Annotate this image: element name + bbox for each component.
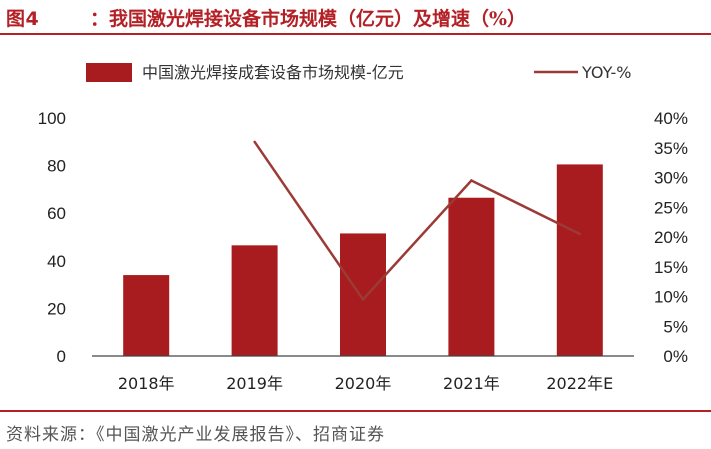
right-axis-tick: 15% xyxy=(654,258,688,277)
left-axis-tick: 100 xyxy=(38,109,66,128)
right-axis-tick: 30% xyxy=(654,169,688,188)
left-axis-tick: 40 xyxy=(47,252,66,271)
right-axis-tick: 25% xyxy=(654,198,688,217)
right-axis-tick: 5% xyxy=(663,317,688,336)
bar-2020年 xyxy=(340,233,386,356)
bar-2019年 xyxy=(231,245,278,356)
figure-header: 图4 ：我国激光焊接设备市场规模（亿元）及增速（%） xyxy=(0,0,711,35)
left-axis-tick: 0 xyxy=(57,347,66,366)
yoy-point xyxy=(361,298,365,301)
source-note: 资料来源：《中国激光产业发展报告》、招商证券 xyxy=(6,425,385,445)
left-axis-tick: 20 xyxy=(47,299,66,318)
bar-2022年E xyxy=(556,164,603,356)
legend-swatch-bar xyxy=(86,63,132,82)
right-axis-tick: 10% xyxy=(654,288,688,307)
right-axis-tick: 35% xyxy=(654,139,688,158)
category-label: 2020年 xyxy=(335,374,392,393)
right-axis-tick: 40% xyxy=(654,109,688,128)
figure-title: ：我国激光焊接设备市场规模（亿元）及增速（%） xyxy=(90,8,527,30)
legend-label-bar: 中国激光焊接成套设备市场规模-亿元 xyxy=(142,63,404,82)
category-label: 2021年 xyxy=(443,374,500,393)
category-label: 2022年E xyxy=(546,374,613,393)
figure-footer: 资料来源：《中国激光产业发展报告》、招商证券 xyxy=(0,410,711,449)
yoy-line xyxy=(253,141,581,302)
figure-label: 图4 xyxy=(6,8,40,30)
left-axis-tick: 80 xyxy=(47,157,66,176)
footer-rule xyxy=(0,410,711,412)
header-rule xyxy=(0,33,711,35)
right-axis-tick: 20% xyxy=(654,228,688,247)
right-axis-tick: 0% xyxy=(663,347,688,366)
category-label: 2018年 xyxy=(118,374,175,393)
bar-2021年 xyxy=(448,197,495,356)
chart-area: 中国激光焊接成套设备市场规模-亿元 YOY-% 0 20 40 60 80 100 0% 5% 10… xyxy=(0,36,711,406)
yoy-point xyxy=(470,179,473,182)
left-axis-tick: 60 xyxy=(47,204,66,223)
bar-2018年 xyxy=(123,275,170,356)
yoy-point xyxy=(578,232,581,236)
yoy-point xyxy=(253,140,256,143)
combo-chart: 中国激光焊接成套设备市场规模-亿元 YOY-% 0 20 40 60 80 100 0% 5% 10… xyxy=(38,63,688,393)
legend-label-line: YOY-% xyxy=(581,63,631,82)
category-label: 2019年 xyxy=(226,374,283,393)
